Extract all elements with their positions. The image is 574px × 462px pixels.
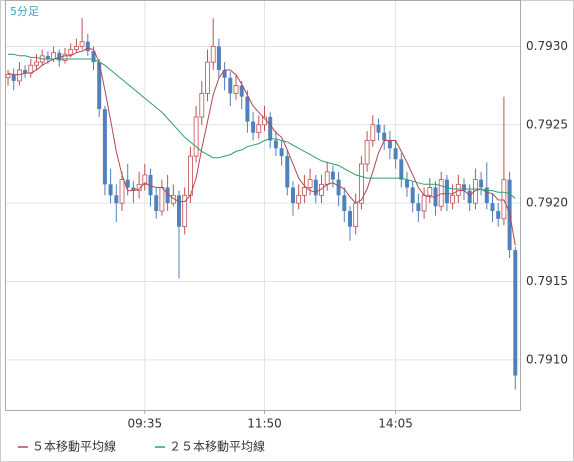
candle-body	[79, 41, 85, 47]
candle-body	[159, 187, 165, 212]
candle-body	[279, 148, 284, 157]
y-tick-label: 0.7920	[526, 196, 568, 210]
candle-body	[125, 179, 130, 188]
candle-body	[68, 49, 74, 55]
candle-body	[348, 210, 352, 227]
candle-body	[405, 179, 409, 188]
candle-body	[256, 124, 262, 134]
candle-body	[307, 179, 313, 188]
candle-body	[450, 194, 456, 204]
candle-body	[51, 52, 56, 60]
candle-body	[501, 179, 507, 220]
candle-body	[353, 202, 359, 228]
candle-body	[228, 77, 233, 94]
candle-body	[472, 179, 478, 204]
candle-body	[74, 46, 79, 50]
candle-body	[23, 69, 28, 74]
moving-average-line	[7, 47, 516, 246]
candle-body	[268, 116, 273, 141]
candle-body	[45, 55, 50, 59]
candle-body	[273, 140, 278, 149]
candle-body	[393, 148, 398, 160]
candle-body	[57, 52, 62, 61]
candle-body	[142, 174, 148, 185]
candle-body	[462, 184, 466, 191]
candle-body	[376, 124, 381, 133]
candle-body	[479, 179, 484, 188]
candle-body	[399, 159, 404, 180]
candle-body	[296, 194, 302, 204]
candle-body	[114, 195, 119, 204]
moving-average-line	[8, 53, 516, 199]
candle-body	[165, 187, 170, 204]
y-tick-label: 0.7915	[526, 274, 568, 288]
candle-body	[251, 121, 256, 133]
candle-body	[301, 187, 307, 196]
candle-body	[119, 179, 125, 204]
candle-body	[148, 174, 153, 196]
candle-body	[438, 179, 444, 207]
candle-body	[182, 194, 188, 228]
candle-body	[102, 109, 107, 185]
candle-body	[370, 124, 376, 141]
candle-body	[5, 74, 11, 79]
candle-body	[484, 187, 489, 204]
candle-body	[154, 195, 159, 211]
candle-body	[358, 163, 364, 204]
candle-body	[382, 132, 387, 141]
x-tick-label: 09:35	[128, 417, 163, 431]
candle-body	[222, 69, 227, 78]
candle-body	[427, 187, 433, 196]
legend-label: ５本移動平均線	[32, 439, 116, 454]
candle-body	[421, 194, 427, 212]
candle-body	[187, 155, 193, 196]
candle-body	[233, 85, 239, 94]
candle-body	[245, 96, 250, 122]
candle-body	[330, 171, 335, 180]
candle-body	[455, 183, 461, 196]
candle-body	[444, 179, 449, 204]
candle-body	[410, 187, 415, 204]
legend-label: ２５本移動平均線	[169, 439, 265, 454]
candle-body	[199, 93, 205, 118]
candle-body	[85, 41, 90, 52]
y-tick-label: 0.7925	[526, 117, 568, 131]
candle-body	[193, 116, 199, 157]
x-tick-label: 11:50	[247, 417, 282, 431]
candle-body	[496, 210, 501, 219]
candle-body	[239, 85, 244, 97]
candle-body	[131, 187, 136, 191]
candle-body	[205, 61, 210, 94]
candle-body	[324, 171, 330, 185]
candle-body	[34, 61, 39, 66]
candle-body	[490, 203, 495, 211]
candle-body	[313, 179, 318, 196]
candle-body	[108, 184, 113, 196]
plot-border	[5, 0, 521, 411]
candle-body	[291, 187, 295, 204]
candle-body	[216, 46, 221, 70]
candle-body	[91, 51, 96, 63]
candle-body	[16, 69, 22, 82]
candle-body	[336, 179, 341, 196]
chart-title: 5分足	[10, 5, 39, 18]
candle-body	[285, 156, 290, 188]
candle-body	[177, 195, 181, 227]
candle-body	[513, 250, 518, 376]
candle-body	[342, 195, 347, 211]
candle-body	[11, 74, 16, 81]
candle-body	[62, 53, 68, 61]
candle-body	[364, 140, 370, 165]
candle-body	[416, 203, 421, 211]
y-tick-label: 0.7910	[526, 352, 568, 366]
candle-body	[210, 46, 216, 63]
candle-body	[467, 190, 472, 204]
candle-body	[97, 62, 102, 110]
y-tick-label: 0.7930	[526, 39, 568, 53]
candle-body	[387, 140, 392, 149]
x-tick-label: 14:05	[378, 417, 413, 431]
